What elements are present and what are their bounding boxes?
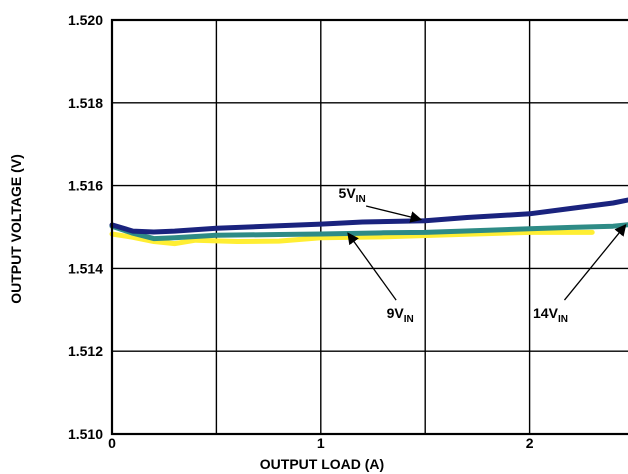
y-tick-label: 1.510 [68,426,103,442]
annotations: 5VIN 9VIN 14VIN [339,185,627,325]
annotation-label-2: 14VIN [533,305,568,325]
y-tick-label: 1.516 [68,178,103,194]
x-tick-label: 1 [317,435,325,451]
y-tick-label: 1.518 [68,95,103,111]
x-tick-label: 2 [526,435,534,451]
annotation-label-1: 9VIN [387,305,414,325]
series-line-2 [109,229,595,247]
y-tick-label: 1.520 [68,12,103,28]
y-axis-title: OUTPUT VOLTAGE (V) [8,154,24,304]
series-line-0 [109,197,628,235]
annotation-arrow-1 [347,232,397,301]
annotation-arrow-2 [563,224,627,301]
x-tick-label: 0 [108,435,116,451]
plot-frame [110,18,628,436]
annotation-label-0: 5VIN [339,185,366,205]
axes: 1.510 1.512 1.514 1.516 1.518 1.520 0 1 2 [68,12,628,451]
annotation-arrow-0 [365,205,423,223]
y-tick-label: 1.514 [68,260,103,276]
x-axis-title: OUTPUT LOAD (A) [260,456,384,472]
y-tick-label: 1.512 [68,343,103,359]
series-lines [109,197,628,247]
